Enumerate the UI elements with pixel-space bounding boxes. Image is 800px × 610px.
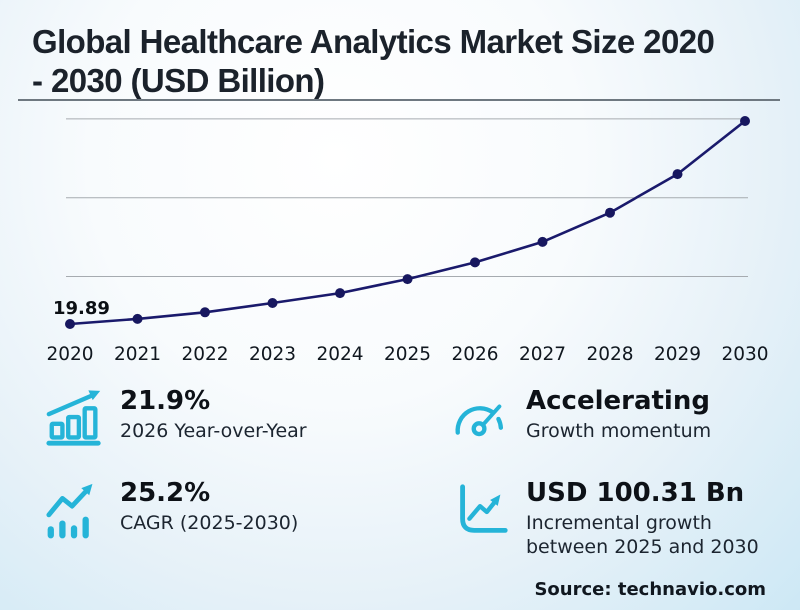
line-chart-svg: 19.89 2020 2021 2022 2023 2024 2025 2026 2027 202… — [46, 116, 769, 365]
x-axis-label: 2024 — [316, 344, 363, 365]
x-axis-label: 2029 — [654, 344, 701, 365]
bar-chart-rising-icon — [44, 388, 106, 450]
source-credit: Source: technavio.com — [534, 579, 766, 600]
x-axis-label: 2027 — [519, 344, 566, 365]
stat-value: USD 100.31 Bn — [526, 478, 745, 508]
x-axis-label: 2023 — [249, 344, 296, 365]
data-point — [740, 116, 750, 126]
title-divider — [18, 99, 780, 101]
speedometer-icon — [450, 388, 512, 450]
axis-growth-arrow-icon — [450, 480, 512, 542]
data-point — [267, 298, 278, 308]
data-point — [470, 257, 480, 268]
data-point — [402, 274, 413, 285]
page-title-line2: - 2030 (USD Billion) — [32, 62, 325, 99]
x-axis-label: 2020 — [46, 344, 93, 365]
data-point — [335, 288, 345, 299]
stat-value: Accelerating — [526, 386, 710, 416]
x-axis-label: 2030 — [721, 344, 768, 365]
x-axis-label: 2028 — [586, 344, 633, 365]
stat-yoy-growth: 21.9% 2026 Year-over-Year — [44, 386, 404, 474]
stats-grid: 21.9% 2026 Year-over-Year 25. — [44, 386, 780, 559]
data-point — [132, 313, 143, 324]
x-axis-label: 2025 — [384, 344, 431, 365]
data-line — [69, 119, 746, 326]
trend-arrow-bars-icon — [44, 480, 106, 542]
stat-value: 21.9% — [120, 386, 211, 416]
page-title: Global Healthcare Analytics Market Size … — [32, 22, 780, 100]
first-point-value-label: 19.89 — [53, 298, 110, 319]
data-point — [672, 169, 683, 180]
stat-cagr: 25.2% CAGR (2025-2030) — [44, 478, 404, 559]
x-axis-label: 2021 — [114, 344, 161, 365]
data-point — [65, 319, 75, 329]
data-point — [605, 207, 615, 218]
market-size-line-chart: 19.89 2020 2021 2022 2023 2024 2025 2026 2027 202… — [0, 105, 800, 375]
x-axis-label: 2022 — [181, 344, 228, 365]
stat-label: CAGR (2025-2030) — [120, 512, 299, 534]
stat-label: Growth momentum — [526, 420, 712, 442]
stat-value: 25.2% — [120, 478, 211, 508]
page-title-line1: Global Healthcare Analytics Market Size … — [32, 23, 715, 60]
stat-momentum: Accelerating Growth momentum — [450, 386, 780, 474]
stat-label: 2026 Year-over-Year — [120, 420, 307, 442]
stat-label: Incremental growth between 2025 and 2030 — [526, 512, 759, 558]
data-point — [200, 307, 210, 318]
stat-incremental-growth: USD 100.31 Bn Incremental growth between… — [450, 478, 780, 559]
x-axis-label: 2026 — [451, 344, 498, 365]
data-point — [537, 236, 548, 247]
